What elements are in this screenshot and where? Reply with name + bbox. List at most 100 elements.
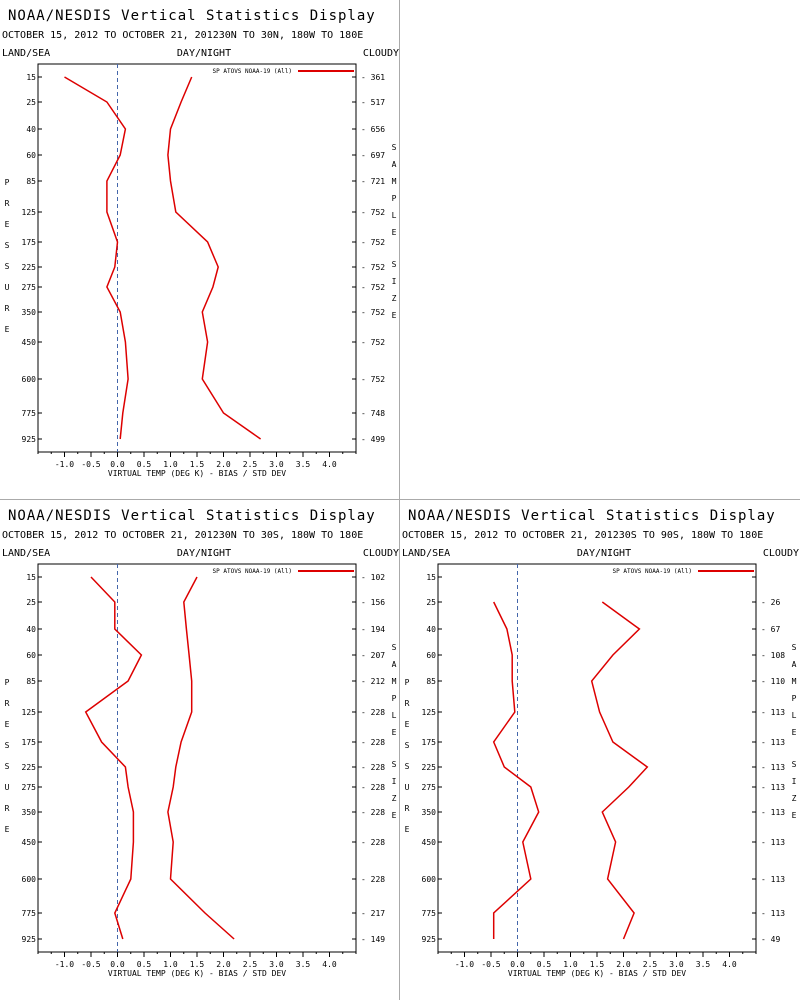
x-tick-label: 0.0	[510, 960, 525, 969]
sample-size-label: - 228	[361, 708, 385, 717]
y-axis-label-letter: S	[5, 741, 10, 750]
chart-subtitle: OCTOBER 15, 2012 TO OCTOBER 21, 201230N …	[2, 30, 363, 41]
sample-size-label: - 752	[361, 338, 385, 347]
chart-subtitle: OCTOBER 15, 2012 TO OCTOBER 21, 201230N …	[2, 530, 363, 541]
y-axis-label-letter: R	[5, 199, 10, 208]
y-axis-label-letter: R	[5, 804, 10, 813]
chart-panel-30s-90s: NOAA/NESDIS Vertical Statistics Display O…	[400, 500, 800, 1000]
x-tick-label: 3.5	[296, 960, 311, 969]
chart-svg: NOAA/NESDIS Vertical Statistics Display O…	[402, 508, 799, 978]
std-dev-series-line	[167, 76, 262, 440]
sample-size-label: - 228	[361, 763, 385, 772]
sample-size-axis-letter: L	[392, 711, 397, 720]
chart-subtitle: OCTOBER 15, 2012 TO OCTOBER 21, 201230S …	[402, 530, 763, 541]
x-tick-label: 2.0	[616, 960, 631, 969]
sample-size-label: - 228	[361, 838, 385, 847]
pressure-level-label: 600	[22, 375, 37, 384]
sample-size-label: - 752	[361, 238, 385, 247]
x-tick-label: 1.5	[190, 460, 205, 469]
x-tick-label: 0.5	[137, 960, 152, 969]
sample-size-label: - 721	[361, 177, 385, 186]
sample-size-label: - 194	[361, 625, 385, 634]
cloudy-label: CLOUDY	[763, 548, 799, 559]
x-tick-label: 2.0	[216, 960, 231, 969]
plot-frame	[37, 563, 357, 953]
sample-size-label: - 748	[361, 409, 385, 418]
sample-size-axis-letter: A	[792, 660, 797, 669]
pressure-level-label: 450	[22, 338, 37, 347]
sample-size-label: - 697	[361, 151, 385, 160]
pressure-level-label: 85	[426, 677, 436, 686]
sample-size-label: - 110	[761, 677, 785, 686]
bias-series-line	[492, 601, 540, 939]
pressure-level-label: 225	[22, 763, 37, 772]
sample-size-label: - 149	[361, 935, 385, 944]
x-tick-label: 3.0	[269, 460, 284, 469]
land-sea-label: LAND/SEA	[2, 48, 50, 59]
x-tick-label: -0.5	[81, 460, 100, 469]
pressure-level-label: 40	[426, 625, 436, 634]
sample-size-label: - 752	[361, 263, 385, 272]
x-axis-label: VIRTUAL TEMP (DEG K) - BIAS / STD DEV	[508, 969, 686, 978]
y-axis-label-letter: E	[5, 325, 10, 334]
pressure-level-label: 40	[26, 625, 36, 634]
y-axis-label-letter: E	[5, 220, 10, 229]
sample-size-label: - 113	[761, 909, 785, 918]
pressure-level-label: 15	[26, 573, 36, 582]
sample-size-label: - 656	[361, 125, 385, 134]
sample-size-label: - 752	[361, 375, 385, 384]
x-tick-label: 2.5	[643, 960, 658, 969]
sample-size-axis-letter: M	[392, 677, 397, 686]
y-axis-label-letter: U	[405, 783, 410, 792]
x-tick-label: 3.5	[296, 460, 311, 469]
x-axis-label: VIRTUAL TEMP (DEG K) - BIAS / STD DEV	[108, 469, 286, 478]
sample-size-label: - 113	[761, 763, 785, 772]
sample-size-axis-letter: A	[392, 660, 397, 669]
sample-size-label: - 499	[361, 435, 385, 444]
x-tick-label: 3.0	[269, 960, 284, 969]
pressure-level-label: 60	[26, 151, 36, 160]
sample-size-axis-letter: S	[392, 760, 397, 769]
y-axis-label-letter: R	[405, 804, 410, 813]
sample-size-label: - 228	[361, 808, 385, 817]
sample-size-label: - 361	[361, 73, 385, 82]
chart-panel-30n-30n: NOAA/NESDIS Vertical Statistics Display O…	[0, 0, 400, 500]
sample-size-label: - 113	[761, 708, 785, 717]
bias-series-line	[84, 576, 143, 940]
pressure-level-label: 450	[22, 838, 37, 847]
x-tick-label: 0.0	[110, 460, 125, 469]
sample-size-axis-letter: P	[392, 194, 397, 203]
x-tick-label: 0.5	[137, 460, 152, 469]
std-dev-series-line	[590, 601, 649, 940]
sample-size-axis-letter: L	[392, 211, 397, 220]
pressure-level-label: 775	[22, 409, 37, 418]
x-tick-label: 4.0	[322, 460, 337, 469]
sample-size-label: - 113	[761, 838, 785, 847]
std-dev-series-line	[167, 576, 235, 940]
legend-label: SP ATOVS NOAA-19 (All)	[613, 568, 692, 575]
x-tick-label: 0.0	[110, 960, 125, 969]
y-axis-label-letter: S	[405, 741, 410, 750]
sample-size-axis-letter: M	[392, 177, 397, 186]
plot-frame	[37, 63, 357, 453]
x-tick-label: 0.5	[537, 960, 552, 969]
x-tick-label: -1.0	[55, 460, 74, 469]
x-tick-label: -0.5	[481, 960, 500, 969]
pressure-level-label: 350	[22, 308, 37, 317]
pressure-level-label: 350	[422, 808, 437, 817]
pressure-level-label: 775	[22, 909, 37, 918]
sample-size-axis-letter: L	[792, 711, 797, 720]
y-axis-label-letter: S	[405, 762, 410, 771]
x-tick-label: 1.5	[590, 960, 605, 969]
x-tick-label: 1.5	[190, 960, 205, 969]
x-tick-label: 4.0	[322, 960, 337, 969]
sample-size-label: - 228	[361, 738, 385, 747]
x-tick-label: 3.0	[669, 960, 684, 969]
chart-svg: NOAA/NESDIS Vertical Statistics Display O…	[2, 8, 399, 478]
pressure-level-label: 275	[22, 783, 37, 792]
x-tick-label: 2.5	[243, 960, 258, 969]
sample-size-label: - 228	[361, 783, 385, 792]
sample-size-label: - 113	[761, 875, 785, 884]
y-axis-label-letter: S	[5, 762, 10, 771]
pressure-level-label: 175	[22, 238, 37, 247]
